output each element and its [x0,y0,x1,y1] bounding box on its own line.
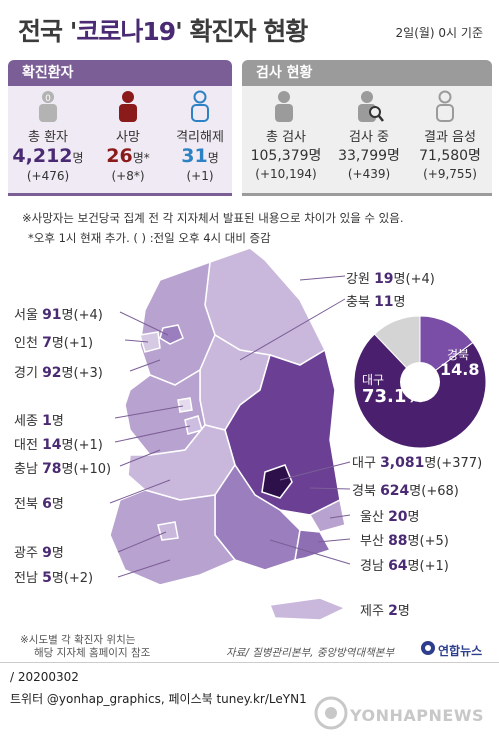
pie-label-daegu-value: 73.1% [362,386,425,407]
label-gyeongbuk: 경북 624명(+68) [352,483,459,499]
pie-label-daegu-name: 대구 [362,373,385,387]
stat-negative: 결과 음성 71,580명 (+9,755) [419,130,481,181]
pie-center-hole [400,362,440,402]
pie-label-gyeongbuk-value: 14.8 [440,360,480,379]
confirmed-header: 확진환자 [8,60,232,86]
reference-date: 2일(월) 0시 기준 [395,26,483,40]
watermark-logo-icon [314,696,348,730]
label-chungnam: 충남 78명(+10) [14,461,112,477]
tests-header: 검사 현황 [242,60,492,86]
label-daejeon: 대전 14명(+1) [14,437,103,453]
label-gyeongnam: 경남 64명(+1) [360,558,449,574]
stat-deaths: 사망 26명* (+8*) [106,130,150,183]
region-busan [294,529,332,561]
label-jeonnam: 전남 5명(+2) [14,570,94,586]
stat-testing: 검사 중 33,799명 (+439) [338,130,400,181]
person-outline-icon [436,90,454,122]
label-ulsan: 울산 20명 [360,509,420,525]
label-gwangju: 광주 9명 [14,545,64,561]
person-outline-icon [191,90,209,122]
footnote-line2: 해당 지자체 홈페이지 참조 [34,647,151,659]
region-sejong [177,397,193,413]
label-jeju: 제주 2명 [360,603,410,619]
label-incheon: 인천 7명(+1) [14,335,94,351]
stat-released: 격리해제 31명 (+1) [176,130,224,183]
region-daegu [261,464,293,499]
svg-text:0: 0 [45,94,51,104]
label-daegu: 대구 3,081명(+377) [352,455,483,471]
person-icon-with-badge: 0 [39,91,57,122]
note-legend: *오후 1시 현재 추가. ( ) :전일 오후 4시 대비 증감 [28,231,271,245]
stat-total-tests: 총 검사 105,379명 (+10,194) [250,130,322,181]
watermark-text: YONHAPNEWS [350,706,484,725]
credit-social: 트위터 @yonhap_graphics, 페이스북 tuney.kr/LeYN… [10,692,307,706]
label-jeonbuk: 전북 6명 [14,496,64,512]
person-search-icon [358,91,384,122]
korea-map [109,247,351,621]
footer-divider [0,662,499,663]
region-jeju [268,597,347,621]
label-sejong: 세종 1명 [14,413,64,429]
region-seoul [159,324,184,345]
region-ulsan [308,498,346,533]
region-gwangju [157,521,179,541]
person-icon [275,91,293,122]
footnote-line1: ※시도별 각 확진자 위치는 [20,634,136,646]
share-pie-chart [353,315,487,449]
label-seoul: 서울 91명(+4) [14,307,103,323]
label-busan: 부산 88명(+5) [360,533,449,549]
credit-date: / 20200302 [10,670,79,684]
brand-logo-text: 연합뉴스 [438,644,483,658]
pie-slice [419,315,474,383]
label-gangwon: 강원 19명(+4) [346,271,435,287]
region-incheon [139,331,161,353]
person-icon [119,91,137,122]
page-title: 전국 '코로나19' 확진자 현황 [18,17,308,46]
pie-label-gyeongbuk-name: 경북 [447,348,470,362]
label-gyeonggi: 경기 92명(+3) [14,365,103,381]
stat-total-patients: 총 환자 4,212명 (+476) [12,130,84,183]
note-deaths: ※사망자는 보건당국 집계 전 각 지자체서 발표된 내용으로 차이가 있을 수… [22,211,404,225]
label-chungbuk: 충북 11명 [346,294,406,310]
source-text: 자료/ 질병관리본부, 중앙방역대책본부 [226,647,395,659]
yonhap-logo-icon [421,641,435,655]
